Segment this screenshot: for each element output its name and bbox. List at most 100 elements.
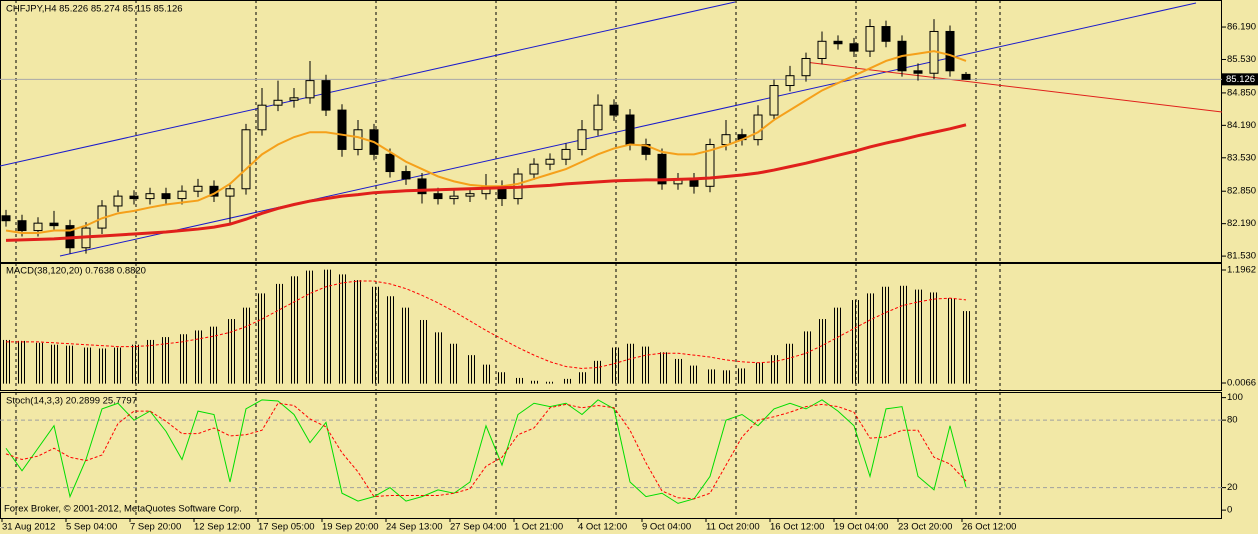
macd-bar bbox=[802, 331, 811, 384]
candle-body bbox=[625, 114, 635, 146]
macd-bar bbox=[34, 342, 43, 384]
candle-body bbox=[33, 222, 43, 232]
x-tick-label: 12 Sep 12:00 bbox=[194, 522, 251, 533]
x-tick-label: 11 Oct 20:00 bbox=[706, 522, 760, 533]
macd-bar bbox=[866, 293, 875, 384]
macd-panel bbox=[0, 263, 1222, 391]
y-tick-label: 0.0066 bbox=[1227, 378, 1256, 389]
candle-body bbox=[257, 104, 267, 131]
stoch-signal bbox=[5, 402, 967, 500]
macd-bar bbox=[546, 381, 555, 384]
candle-body bbox=[161, 193, 171, 200]
macd-bar bbox=[418, 319, 427, 384]
candle-body bbox=[865, 26, 875, 52]
candle-body bbox=[529, 163, 539, 175]
candle-body bbox=[657, 153, 667, 185]
macd-bar bbox=[674, 358, 683, 384]
macd-bar bbox=[386, 296, 395, 384]
candle-body bbox=[129, 195, 139, 200]
macd-bar bbox=[2, 339, 11, 384]
x-tick-label: 4 Oct 12:00 bbox=[578, 522, 627, 533]
candle-body bbox=[49, 222, 59, 227]
candle-body bbox=[353, 129, 363, 150]
macd-bar bbox=[242, 307, 251, 384]
x-tick-label: 23 Oct 20:00 bbox=[898, 522, 952, 533]
candle-body bbox=[577, 129, 587, 150]
channel-line bbox=[0, 1, 736, 167]
candle-body bbox=[385, 153, 395, 173]
macd-bar bbox=[834, 307, 843, 384]
y-tick-label: 86.190 bbox=[1227, 22, 1256, 33]
candle-body bbox=[705, 144, 715, 187]
stoch-panel bbox=[0, 392, 1222, 519]
x-tick-label: 19 Oct 04:00 bbox=[834, 522, 888, 533]
candle-body bbox=[545, 158, 555, 165]
candle-body bbox=[721, 134, 731, 146]
x-tick-label: 9 Oct 04:00 bbox=[642, 522, 691, 533]
macd-bar bbox=[130, 344, 139, 384]
x-tick-label: 1 Oct 21:00 bbox=[514, 522, 563, 533]
macd-bar bbox=[402, 307, 411, 384]
macd-bar bbox=[466, 355, 475, 384]
y-tick-label: 83.530 bbox=[1227, 152, 1256, 163]
y-tick-label: 84.850 bbox=[1227, 87, 1256, 98]
signal-line bbox=[6, 280, 967, 369]
candle-body bbox=[17, 220, 27, 232]
x-tick-label: 27 Sep 04:00 bbox=[450, 522, 507, 533]
macd-bar bbox=[514, 377, 523, 384]
candle-body bbox=[241, 129, 251, 190]
candle-body bbox=[401, 171, 411, 180]
macd-bar bbox=[274, 283, 283, 384]
candle-body bbox=[961, 73, 971, 80]
macd-bar bbox=[290, 276, 299, 384]
macd-bar bbox=[914, 289, 923, 384]
candle-body bbox=[609, 104, 619, 116]
candle-body bbox=[753, 114, 763, 141]
macd-bar bbox=[786, 343, 795, 384]
macd-bar bbox=[82, 347, 91, 384]
macd-bar bbox=[562, 378, 571, 384]
candle-body bbox=[833, 40, 843, 45]
candle-body bbox=[193, 185, 203, 192]
x-tick-label: 24 Sep 13:00 bbox=[386, 522, 443, 533]
panel-frames bbox=[0, 0, 1222, 519]
macd-bar bbox=[66, 345, 75, 384]
macd-bar bbox=[162, 337, 171, 384]
y-tick-label: 80 bbox=[1227, 415, 1238, 426]
macd-bar bbox=[450, 343, 459, 384]
candle-body bbox=[289, 97, 299, 101]
macd-bar bbox=[658, 352, 667, 384]
candle-body bbox=[769, 85, 779, 116]
macd-bar bbox=[178, 334, 187, 384]
y-tick-label: 100 bbox=[1227, 392, 1243, 403]
x-tick-label: 5 Sep 04:00 bbox=[66, 522, 117, 533]
candle-body bbox=[785, 75, 795, 87]
last-price-label: 85.126 bbox=[1226, 74, 1255, 85]
candle-body bbox=[817, 40, 827, 59]
macd-bar bbox=[962, 311, 971, 384]
candle-body bbox=[225, 188, 235, 197]
macd-bar bbox=[850, 300, 859, 384]
candle-body bbox=[449, 195, 459, 200]
moving-average bbox=[5, 50, 967, 234]
y-tick-label: 82.850 bbox=[1227, 186, 1256, 197]
candle-body bbox=[305, 80, 315, 99]
macd-bar bbox=[642, 346, 651, 384]
x-tick-label: 17 Sep 05:00 bbox=[258, 522, 315, 533]
candle-body bbox=[465, 193, 475, 197]
macd-bar bbox=[738, 368, 747, 384]
y-tick-label: 0 bbox=[1227, 505, 1232, 516]
macd-title: MACD(38,120,20) 0.7638 0.8820 bbox=[6, 266, 146, 277]
macd-bar bbox=[210, 326, 219, 384]
macd-bar bbox=[706, 369, 715, 384]
price-panel bbox=[0, 0, 1222, 263]
candle-body bbox=[913, 70, 923, 74]
macd-bar bbox=[434, 332, 443, 384]
macd-bar bbox=[226, 319, 235, 384]
x-tick-label: 16 Oct 12:00 bbox=[770, 522, 824, 533]
macd-bar bbox=[258, 293, 267, 384]
y-tick-label: 84.190 bbox=[1227, 120, 1256, 131]
macd-bar bbox=[370, 286, 379, 384]
